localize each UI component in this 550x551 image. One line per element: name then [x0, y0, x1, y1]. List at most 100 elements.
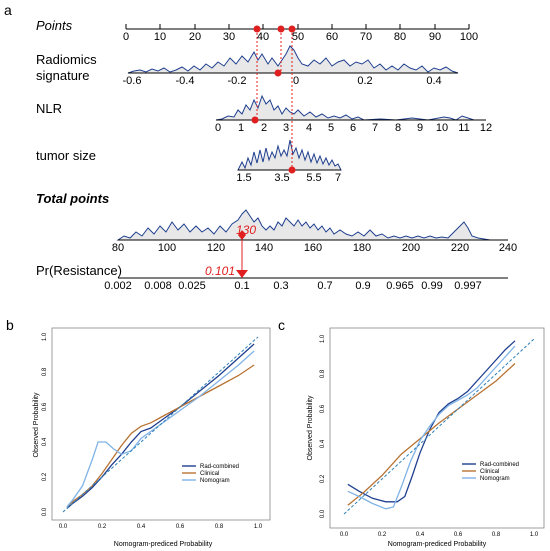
- radiomics-tick-label: -0.6: [123, 75, 142, 87]
- nlr-tick-labels: 0 1 2 3 4 5 6 7 8 9 10 11 12: [215, 122, 492, 134]
- label-total-points: Total points: [36, 191, 109, 206]
- nlr-tick-label: 3: [283, 122, 289, 134]
- radiomics-tick-labels: -0.6 -0.4 -0.2 0 0.2 0.4: [123, 75, 442, 87]
- plot-b-xtick-label: 1.0: [254, 524, 263, 530]
- label-radiomics-line2: signature: [36, 68, 89, 83]
- total-points-tick-label: 220: [451, 242, 469, 254]
- plot-c-legend-clinical: Clinical: [480, 469, 499, 475]
- plot-b-series: [62, 336, 259, 513]
- plot-b-ytick-labels: 0.0 0.2 0.4 0.6 0.8 1.0: [42, 332, 48, 516]
- probability-tick-label: 0.025: [178, 280, 206, 292]
- probability-tick-label: 0.002: [104, 280, 132, 292]
- points-tick-label: 60: [326, 31, 338, 43]
- nlr-tick-label: 5: [328, 122, 334, 134]
- plot-b-legend-clinical: Clinical: [200, 471, 219, 477]
- probability-tick-label: 0.997: [454, 280, 482, 292]
- plot-b-xtick-label: 0.0: [59, 524, 68, 530]
- plot-c-xtick-label: 0.8: [492, 532, 501, 538]
- total-points-tick-label: 80: [112, 242, 124, 254]
- nlr-tick-label: 10: [436, 122, 448, 134]
- plot-c-ylabel: Observed Probability: [307, 395, 314, 460]
- total-points-marker: [238, 230, 246, 240]
- nlr-tick-label: 8: [395, 122, 401, 134]
- plot-b-ylabel: Observed Probability: [33, 392, 40, 457]
- total-points-tick-label: 100: [158, 242, 176, 254]
- plot-b-xtick-label: 0.4: [137, 524, 146, 530]
- plot-b-xtick-labels: 0.0 0.2 0.4 0.6 0.8 1.0: [59, 524, 263, 530]
- plot-c-xlabel: Nomogram-prediced Probability: [388, 541, 487, 548]
- points-tick-label: 50: [292, 31, 304, 43]
- plot-c-ytick-label: 0.8: [320, 369, 326, 378]
- total-points-density: [116, 209, 508, 241]
- total-points-tick-label: 120: [207, 242, 225, 254]
- points-axis: 0 10 20 30 40 50 60 70 80 90 100: [123, 24, 478, 43]
- nlr-tick-label: 6: [350, 122, 356, 134]
- probability-marker: [236, 270, 248, 278]
- plot-b-ytick-label: 0.0: [42, 507, 48, 516]
- plot-b-ytick-label: 0.4: [42, 437, 48, 446]
- points-ticks: [125, 24, 470, 29]
- plot-c-frame: [329, 327, 545, 529]
- total-points-tick-label: 200: [402, 242, 420, 254]
- radiomics-marker: [274, 69, 282, 77]
- points-tick-label: 100: [460, 31, 478, 43]
- total-points-tick-label: 140: [255, 242, 273, 254]
- nlr-row: 0 1 2 3 4 5 6 7 8 9 10 11 12: [215, 94, 492, 134]
- plot-c-legend-nomogram: Nomogram: [480, 476, 510, 482]
- radiomics-density: [127, 45, 459, 74]
- label-pr-resistance: Pr(Resistance): [36, 263, 122, 278]
- total-points-row: 80 100 120 140 160 180 200 220 240: [112, 209, 517, 254]
- plot-b-xtick-label: 0.2: [98, 524, 107, 530]
- nlr-tick-label: 7: [372, 122, 378, 134]
- plot-c-xtick-label: 0.0: [340, 532, 349, 538]
- points-tick-labels: 0 10 20 30 40 50 60 70 80 90 100: [123, 31, 478, 43]
- total-points-tick-label: 240: [499, 242, 517, 254]
- plot-b-series-rad-combined: [66, 343, 255, 509]
- plot-c-xtick-label: 0.6: [454, 532, 463, 538]
- nlr-tick-label: 12: [480, 122, 492, 134]
- tumor-size-marker: [288, 166, 296, 174]
- tumor-size-tick-labels: 1.5 3.5 5.5 7: [236, 172, 341, 184]
- nlr-tick-label: 0: [215, 122, 221, 134]
- nlr-tick-label: 4: [306, 122, 312, 134]
- nlr-tick-label: 11: [458, 122, 469, 134]
- total-points-tick-labels: 80 100 120 140 160 180 200 220 240: [112, 242, 517, 254]
- probability-tick-label: 0.965: [386, 280, 414, 292]
- probability-value-label: 0.101: [205, 264, 235, 278]
- plot-c-series-clinical: [347, 363, 516, 506]
- points-tick-label: 30: [223, 31, 235, 43]
- plot-c-ytick-label: 1.0: [320, 334, 326, 343]
- tumor-size-row: 1.5 3.5 5.5 7: [236, 139, 342, 184]
- panel-label-c: c: [278, 317, 285, 333]
- plot-b-legend: Rad-combined Clinical Nomogram: [182, 464, 239, 484]
- plot-b-ytick-label: 0.2: [42, 472, 48, 481]
- radiomics-tick-label: -0.2: [228, 75, 247, 87]
- points-tick-label: 0: [123, 31, 129, 43]
- nlr-tick-label: 2: [261, 122, 267, 134]
- points-tick-label: 70: [360, 31, 372, 43]
- plot-c-xtick-label: 1.0: [530, 532, 539, 538]
- probability-tick-label: 0.3: [273, 280, 288, 292]
- points-tick-label: 20: [189, 31, 201, 43]
- plot-c-legend: Rad-combined Clinical Nomogram: [462, 462, 519, 482]
- total-value-label: 130: [236, 223, 256, 237]
- nlr-marker: [251, 116, 259, 124]
- total-points-tick-label: 180: [353, 242, 371, 254]
- probability-tick-labels: 0.002 0.008 0.025 0.1 0.3 0.7 0.9 0.965 …: [104, 280, 482, 292]
- panel-label-b: b: [6, 317, 14, 333]
- label-points: Points: [36, 18, 73, 33]
- label-radiomics-line1: Radiomics: [36, 52, 97, 67]
- plot-c-series-ideal: [343, 338, 535, 515]
- plot-b-xtick-label: 0.8: [215, 524, 224, 530]
- points-tick-label: 40: [257, 31, 269, 43]
- plot-b-ytick-label: 0.6: [42, 402, 48, 411]
- tumor-size-tick-label: 1.5: [236, 172, 251, 184]
- points-tick-label: 10: [154, 31, 166, 43]
- plot-b-frame: [51, 327, 271, 521]
- plot-b-ytick-label: 0.8: [42, 367, 48, 376]
- calibration-plot-b: Nomogram-prediced Probability Observed P…: [33, 327, 271, 548]
- plot-b-ytick-label: 1.0: [42, 332, 48, 341]
- plot-c-series: [343, 338, 535, 515]
- probability-axis: 0.002 0.008 0.025 0.1 0.3 0.7 0.9 0.965 …: [104, 277, 508, 292]
- tumor-size-tick-label: 3.5: [274, 172, 289, 184]
